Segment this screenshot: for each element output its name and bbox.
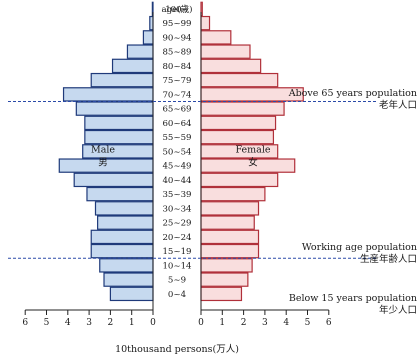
x-tick-label: 3 [262,318,268,328]
age-label-0~4: 0~4 [168,290,187,300]
x-tick-label: 0 [198,318,204,328]
age-label-65~69: 65~69 [162,105,191,115]
age-label-35~39: 35~39 [162,190,191,200]
bar-male-40~44 [73,172,154,188]
age-label-55~59: 55~59 [162,133,191,143]
x-tick-label: 2 [241,318,247,328]
bar-female-80~84 [200,58,262,74]
age-label-25~29: 25~29 [162,219,191,229]
annotation-15-64-ja: 生産年齢人口 [360,253,417,265]
bar-female-75~79 [200,72,279,88]
bar-male-55~59 [84,129,154,145]
x-tick-label: 1 [129,318,135,328]
age-label-15~19: 15~19 [162,247,191,257]
age-label-30~34: 30~34 [162,204,192,214]
age-label-10~14: 10~14 [162,261,192,271]
age-label-50~54: 50~54 [162,147,192,157]
x-tick-label: 4 [65,318,71,328]
x-tick-label: 5 [44,318,50,328]
age-label-40~44: 40~44 [162,176,192,186]
x-tick-label: 2 [108,318,114,328]
bar-female-100~ [200,1,203,17]
age-label-90~94: 90~94 [162,33,192,43]
bar-male-90~94 [142,30,154,45]
bar-male-80~84 [111,58,154,74]
age-label-75~79: 75~79 [162,76,191,86]
x-tick-label: 5 [305,318,311,328]
male-label: Male [91,144,115,155]
bar-male-20~24 [90,229,154,245]
x-tick-label: 3 [86,318,92,328]
bar-female-60~64 [200,115,277,131]
age-label-5~9: 5~9 [168,276,186,286]
annotation-65+-ja: 老年人口 [379,99,417,111]
bar-female-85~89 [200,44,251,59]
age-label-20~24: 20~24 [162,233,192,243]
age-label-60~64: 60~64 [162,119,192,129]
age-label-100~: 100~ [165,5,189,15]
male-label: 男 [98,157,108,168]
x-tick-label: 4 [283,318,289,328]
x-tick-label: 6 [22,318,28,328]
bar-male-15~19 [90,243,154,259]
age-label-45~49: 45~49 [162,162,191,172]
age-label-95~99: 95~99 [162,19,191,29]
age-label-85~89: 85~89 [162,48,191,58]
x-axis-title: 10thousand persons(万人) [115,344,239,355]
bar-female-10~14 [200,258,253,273]
bar-male-25~29 [97,215,154,230]
bar-female-95~99 [200,15,211,31]
bar-male-0~4 [109,286,154,302]
bar-male-65~69 [75,101,154,116]
bar-female-35~39 [200,186,266,202]
annotation-0-14: Below 15 years population [289,293,417,304]
bar-female-40~44 [200,172,279,188]
female-label: 女 [248,156,258,168]
bar-female-55~59 [200,129,275,145]
age-label-80~84: 80~84 [162,62,192,72]
bar-male-75~79 [90,72,154,88]
bar-male-85~89 [126,44,154,59]
bar-female-0~4 [200,286,243,302]
bar-female-25~29 [200,215,255,230]
bar-male-60~64 [84,115,154,131]
bar-female-20~24 [200,229,260,245]
bar-female-30~34 [200,201,260,216]
annotation-15-64: Working age population [302,242,417,253]
bar-female-65~69 [200,101,285,116]
x-tick-label: 6 [326,318,332,328]
annotation-0-14-ja: 年少人口 [379,304,417,316]
bar-male-5~9 [103,272,154,287]
bar-female-5~9 [200,272,249,287]
female-label: Female [235,144,270,155]
bar-male-35~39 [86,186,154,202]
age-axis-title: age(歳) [161,3,192,15]
annotation-65+: Above 65 years population [288,88,417,99]
bar-male-70~74 [62,87,154,102]
bar-female-90~94 [200,30,232,45]
age-label-70~74: 70~74 [162,90,192,100]
bar-male-30~34 [94,201,154,216]
x-tick-label: 0 [150,318,156,328]
bar-female-15~19 [200,243,260,259]
bar-male-10~14 [99,258,154,273]
x-tick-label: 1 [219,318,225,328]
